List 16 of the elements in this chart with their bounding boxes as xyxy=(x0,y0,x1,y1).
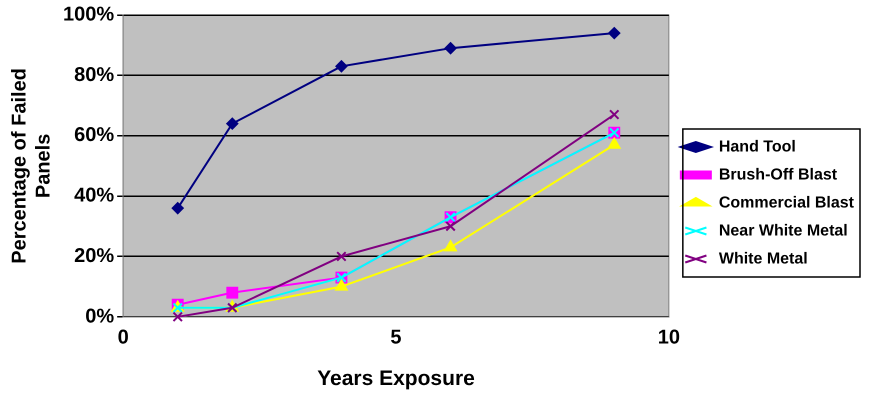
x-tick-label: 5 xyxy=(390,326,402,348)
legend-label: White Metal xyxy=(718,250,808,268)
y-tick-label: 20% xyxy=(74,244,114,267)
legend-label: Hand Tool xyxy=(718,138,796,156)
y-tick-label: 40% xyxy=(74,184,114,207)
y-axis-title: Percentage of Failed Panels xyxy=(8,68,55,264)
x-tick-label: 10 xyxy=(658,326,680,348)
y-tick-label: 80% xyxy=(74,64,114,86)
y-tick-label: 100% xyxy=(62,4,114,26)
y-tick-label: 60% xyxy=(74,124,114,146)
x-axis-title: Years Exposure xyxy=(317,367,475,390)
legend-label: Brush-Off Blast xyxy=(718,166,838,184)
legend-label: Commercial Blast xyxy=(718,194,855,212)
legend-label: Near White Metal xyxy=(718,222,848,240)
y-tick-label: 0% xyxy=(85,305,114,328)
x-tick-label: 0 xyxy=(118,326,129,348)
